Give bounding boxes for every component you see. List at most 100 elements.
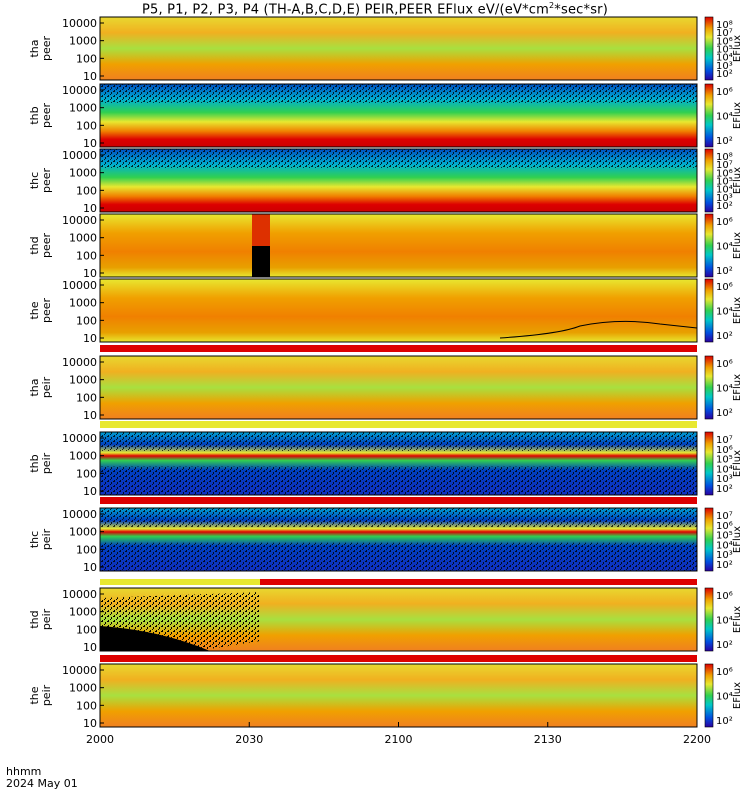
colorbar-tick-label: 10³ xyxy=(716,193,733,204)
y-tick-label: 10 xyxy=(83,70,97,83)
y-tick-label: 10 xyxy=(83,641,97,654)
y-tick-label: 10 xyxy=(83,332,97,345)
colorbar xyxy=(704,148,714,213)
panel-probe-label: tha xyxy=(28,39,41,57)
colorbar xyxy=(704,16,714,81)
y-tick-label: 10000 xyxy=(62,279,97,292)
y-tick-label: 1000 xyxy=(69,606,97,619)
y-tick-label: 1000 xyxy=(69,374,97,387)
x-tick-label: 2200 xyxy=(683,733,711,746)
colorbar-tick-label: 10⁴ xyxy=(716,242,733,253)
y-tick-label: 10000 xyxy=(62,149,97,162)
panel-spacecraft-potential-line xyxy=(499,320,698,339)
y-tick-label: 100 xyxy=(76,184,97,197)
status-bar xyxy=(100,421,697,428)
y-tick-label: 100 xyxy=(76,467,97,480)
status-bar xyxy=(100,345,697,352)
y-tick-label: 100 xyxy=(76,543,97,556)
panel-spectrogram-fill xyxy=(100,356,697,419)
panel-species-label: peer xyxy=(40,298,53,324)
panel-frame xyxy=(99,355,698,420)
colorbar xyxy=(704,507,714,572)
colorbar-tick-label: 10² xyxy=(716,408,733,419)
y-tick-label: 1000 xyxy=(69,102,97,115)
panel-thc-peer: 10000 1000 100 10 thc peer 10⁸10⁷10⁶10⁵10⁴10³1… xyxy=(28,148,743,215)
y-tick-label: 10000 xyxy=(62,214,97,227)
colorbar-tick-label: 10⁶ xyxy=(716,359,733,370)
y-tick-label: 1000 xyxy=(69,526,97,539)
colorbar-tick-label: 10⁴ xyxy=(716,692,733,703)
panel-spectrogram-fill xyxy=(100,17,697,80)
panel-frame xyxy=(99,83,698,148)
colorbar-tick-label: 10² xyxy=(716,484,733,495)
colorbar-tick-label: 10⁶ xyxy=(716,87,733,98)
y-tick-label: 1000 xyxy=(69,682,97,695)
status-bar xyxy=(100,655,697,662)
colorbar xyxy=(704,83,714,148)
panel-species-label: peer xyxy=(40,168,53,194)
panel-thb-peer: 10000 1000 100 10 thb peer 10⁶ 10⁴ 10² EFlux xyxy=(28,83,743,150)
colorbar-tick-label: 10⁶ xyxy=(716,667,733,678)
y-tick-label: 10 xyxy=(83,267,97,280)
colorbar-tick-label: 10⁵ xyxy=(716,45,733,56)
panel-probe-label: thb xyxy=(28,454,41,472)
panel-probe-label: thb xyxy=(28,106,41,124)
colorbar-tick-label: 10² xyxy=(716,640,733,651)
panel-probe-label: the xyxy=(28,301,41,319)
colorbar-tick-label: 10⁶ xyxy=(716,521,733,532)
panel-gap-black xyxy=(252,246,270,277)
y-tick-label: 10 xyxy=(83,202,97,215)
panel-noise-overlay-low xyxy=(100,542,697,571)
panel-frame xyxy=(99,148,698,213)
colorbar xyxy=(704,663,714,728)
panel-thd-peer: 10000 1000 100 10 thd peer 10⁶ 10⁴ 10² EFlux xyxy=(28,213,743,280)
colorbar-tick-label: 10⁶ xyxy=(716,168,733,179)
colorbar-label: EFlux xyxy=(732,450,743,477)
time-axis-label-date: 2024 May 01 xyxy=(6,777,78,790)
y-tick-label: 10 xyxy=(83,717,97,730)
panel-probe-label: the xyxy=(28,686,41,704)
panel-noise-overlay-low xyxy=(100,466,697,495)
panel-species-label: peir xyxy=(40,376,53,398)
panel-noise-overlay xyxy=(100,84,697,103)
colorbar-tick-label: 10⁶ xyxy=(716,217,733,228)
panel-frame xyxy=(99,16,698,81)
x-tick-label: 2000 xyxy=(86,733,114,746)
y-tick-label: 100 xyxy=(76,699,97,712)
colorbar-tick-label: 10⁴ xyxy=(716,540,733,551)
panel-species-label: peir xyxy=(40,452,53,474)
colorbar-label: EFlux xyxy=(732,102,743,129)
colorbar-tick-label: 10² xyxy=(716,266,733,277)
y-tick-label: 10000 xyxy=(62,356,97,369)
colorbar-tick-label: 10⁴ xyxy=(716,307,733,318)
colorbar-tick-label: 10⁷ xyxy=(716,435,733,446)
colorbar-tick-label: 10⁴ xyxy=(716,464,733,475)
y-tick-label: 10000 xyxy=(62,432,97,445)
y-tick-label: 1000 xyxy=(69,35,97,48)
y-tick-label: 10 xyxy=(83,137,97,150)
colorbar-tick-label: 10⁸ xyxy=(716,152,733,163)
colorbar-tick-label: 10⁴ xyxy=(716,616,733,627)
time-axis-label-hhmm: hhmm xyxy=(6,765,42,778)
panel-the-peir: 10000 1000 100 10 the peir 10⁶ 10⁴ 10² EFlux xyxy=(28,663,743,730)
panel-probe-label: thc xyxy=(28,172,41,189)
panel-frame xyxy=(99,587,698,652)
y-tick-label: 10000 xyxy=(62,508,97,521)
y-tick-label: 10000 xyxy=(62,664,97,677)
panel-tha-peer: 10000 1000 100 10 tha peer 10⁸10⁷10⁶10⁵10⁴10³1… xyxy=(28,16,743,83)
colorbar-tick-label: 10⁴ xyxy=(716,112,733,123)
chart-title: P5, P1, P2, P3, P4 (TH-A,B,C,D,E) PEIR,P… xyxy=(142,1,608,18)
panel-spectrogram-fill xyxy=(100,214,697,277)
y-tick-label: 100 xyxy=(76,623,97,636)
panel-noise-overlay xyxy=(100,432,697,451)
colorbar-label: EFlux xyxy=(732,374,743,401)
y-tick-label: 100 xyxy=(76,391,97,404)
y-tick-label: 10 xyxy=(83,485,97,498)
colorbar-tick-label: 10⁴ xyxy=(716,185,733,196)
x-tick-label: 2130 xyxy=(534,733,562,746)
colorbar xyxy=(704,213,714,278)
colorbar-tick-label: 10³ xyxy=(716,550,733,561)
